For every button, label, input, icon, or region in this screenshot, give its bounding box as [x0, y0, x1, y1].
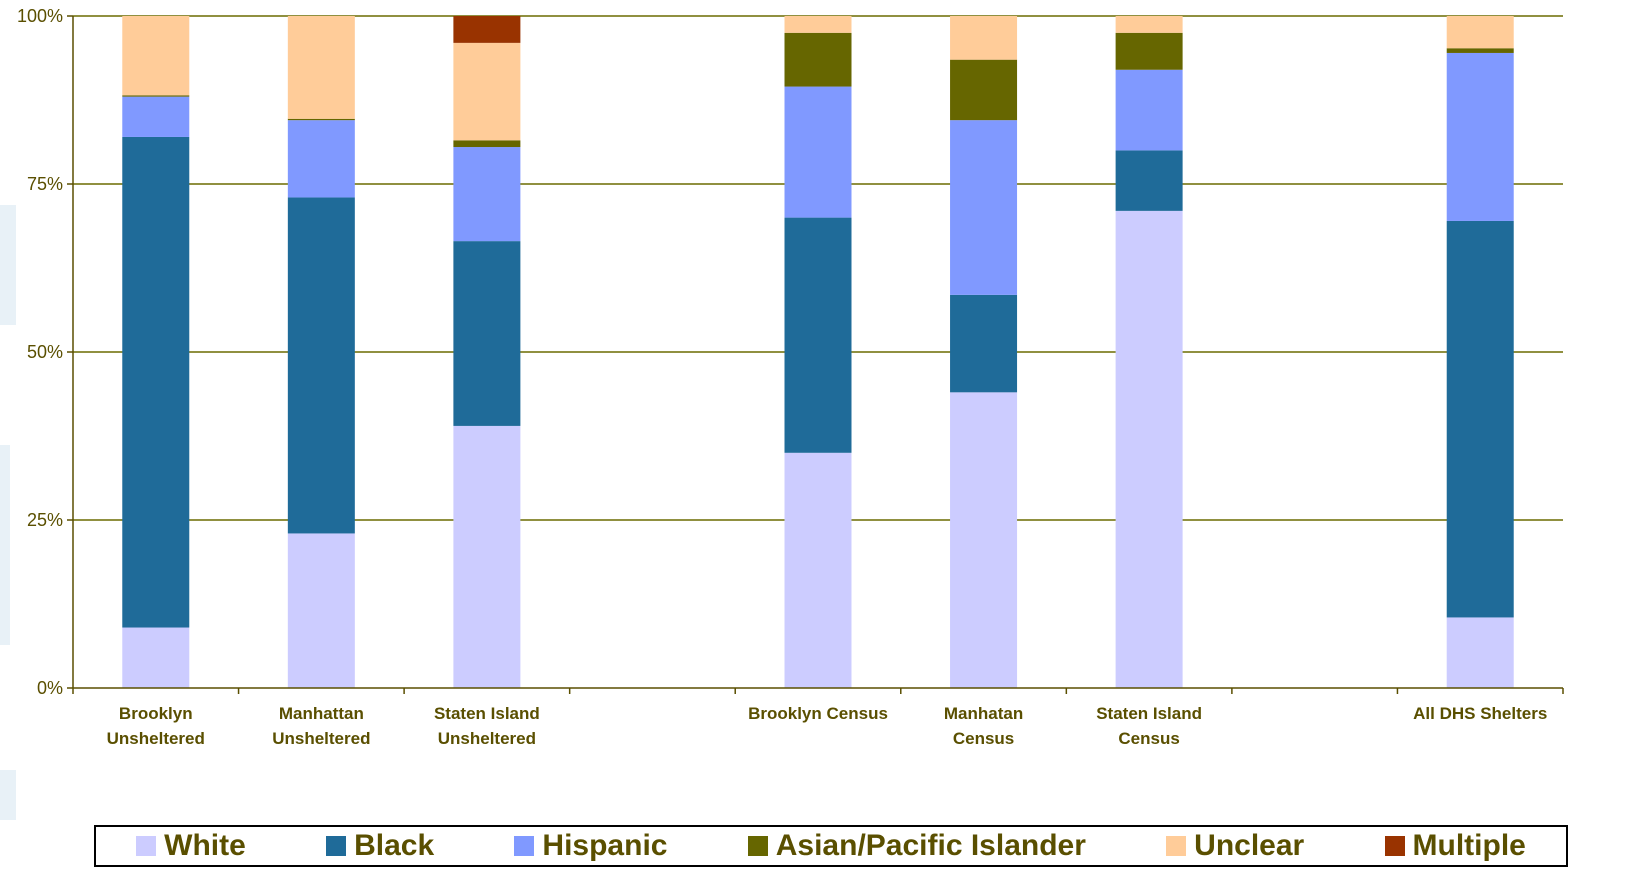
bar-segment-unclear [453, 42, 521, 141]
bar-segment-black [1115, 150, 1183, 211]
bar-segment-asian-pacific-islander [1115, 32, 1183, 70]
bar-segment-unclear [287, 16, 355, 119]
legend-swatch [136, 836, 157, 856]
legend-item: Multiple [1384, 829, 1526, 863]
bar-segment-black [122, 136, 190, 628]
bar-segment-black [453, 241, 521, 426]
bar-segment-hispanic [287, 120, 355, 198]
bar-segment-unclear [784, 16, 852, 33]
labels: 0% 25% 50% 75% 100% Brooklyn Unsheltered Manhat… [17, 6, 1547, 748]
bar-segment-white [453, 425, 521, 688]
legend-swatch [514, 836, 535, 856]
bar-segment-white [1115, 210, 1183, 688]
legend-item: Black [326, 829, 434, 863]
bar-segment-hispanic [950, 120, 1018, 295]
bar-segment-black [784, 217, 852, 453]
bar-segment-hispanic [453, 147, 521, 242]
x-tick-label: Unsheltered [107, 729, 205, 748]
bar-segment-unclear [1446, 16, 1514, 49]
y-tick-label: 75% [27, 174, 63, 194]
legend-label: Asian/Pacific Islander [775, 829, 1086, 862]
x-tick-label: Staten Island [434, 704, 540, 723]
bar-segment-asian-pacific-islander [287, 118, 355, 121]
x-tick-label: Manhattan [279, 704, 364, 723]
y-tick-label: 100% [17, 6, 63, 26]
bar-segment-white [784, 452, 852, 688]
legend-label: Hispanic [542, 829, 668, 862]
legend-label: Multiple [1412, 829, 1526, 862]
x-tick-label: Unsheltered [272, 729, 370, 748]
legend: White Black Hispanic Asian/Pacific Islander… [94, 825, 1568, 867]
x-tick-label: Manhatan [944, 704, 1023, 723]
bars [122, 16, 1514, 688]
y-tick-label: 25% [27, 510, 63, 530]
bar-segment-unclear [950, 16, 1018, 60]
legend-item: Unclear [1166, 829, 1304, 863]
legend-swatch [1384, 836, 1405, 856]
bar-segment-asian-pacific-islander [1446, 48, 1514, 53]
x-tick-label: Census [1118, 729, 1179, 748]
x-tick-label: All DHS Shelters [1413, 704, 1547, 723]
axes [67, 15, 1564, 694]
x-tick-label: Unsheltered [438, 729, 536, 748]
legend-swatch [326, 836, 347, 856]
bar-segment-white [122, 627, 190, 688]
y-tick-label: 50% [27, 342, 63, 362]
x-tick-label: Staten Island [1096, 704, 1202, 723]
legend-swatch [747, 836, 768, 856]
bar-segment-asian-pacific-islander [784, 32, 852, 87]
bar-segment-hispanic [122, 96, 190, 137]
background-decoration [0, 770, 16, 820]
bar-segment-asian-pacific-islander [122, 95, 190, 97]
bar-segment-black [950, 294, 1018, 393]
bar-segment-hispanic [784, 86, 852, 218]
bar-segment-asian-pacific-islander [453, 140, 521, 148]
bar-segment-black [1446, 220, 1514, 618]
legend-label: Black [354, 829, 435, 862]
bar-segment-white [1446, 617, 1514, 688]
bar-segment-unclear [122, 16, 190, 96]
bar-segment-hispanic [1446, 52, 1514, 221]
x-tick-label: Brooklyn [119, 704, 193, 723]
background-decoration [0, 205, 16, 325]
bar-segment-asian-pacific-islander [950, 59, 1018, 121]
bar-segment-black [287, 197, 355, 534]
legend-item: Asian/Pacific Islander [747, 829, 1086, 863]
bar-segment-unclear [1115, 16, 1183, 33]
x-tick-label: Census [953, 729, 1014, 748]
legend-label: White [164, 829, 246, 862]
y-tick-label: 0% [37, 678, 63, 698]
legend-item: White [136, 829, 246, 863]
legend-label: Unclear [1194, 829, 1305, 862]
legend-swatch [1166, 836, 1187, 856]
bar-segment-white [287, 533, 355, 688]
legend-item: Hispanic [514, 829, 667, 863]
bar-segment-multiple [453, 16, 521, 43]
background-decoration [0, 445, 10, 645]
bar-segment-hispanic [1115, 69, 1183, 151]
bar-segment-white [950, 392, 1018, 688]
x-tick-label: Brooklyn Census [748, 704, 888, 723]
